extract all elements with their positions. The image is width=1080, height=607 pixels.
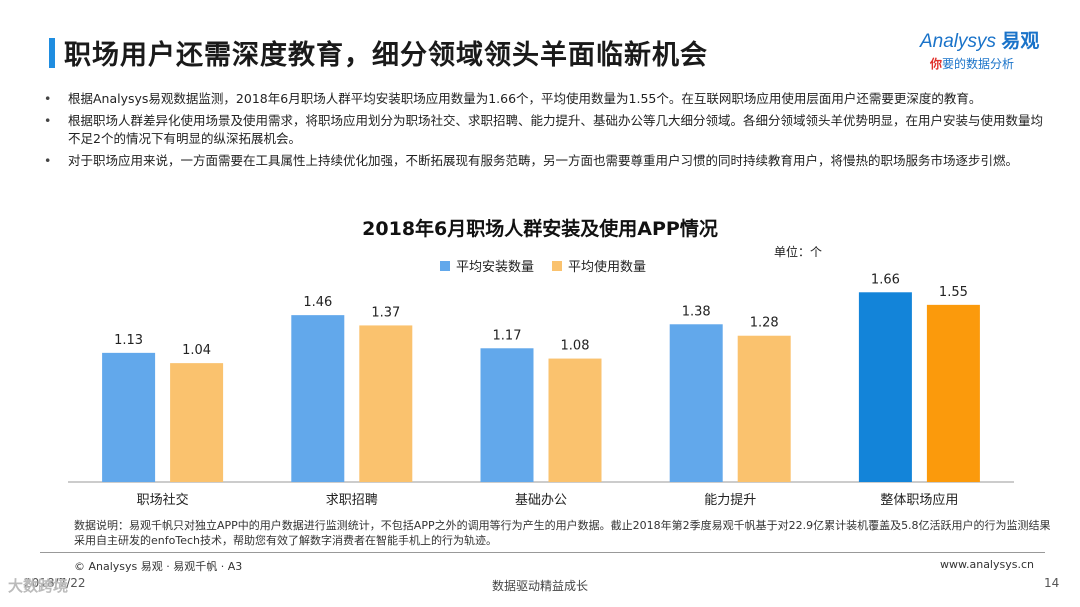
chart-legend: 平均安装数量 平均使用数量 [440,256,646,275]
logo-main-en: Analysys [920,31,997,52]
title-accent-bar [49,38,55,68]
legend-swatch-use [552,260,563,271]
x-tick-label-2: 基础办公 [515,493,567,508]
x-tick-label-1: 求职招聘 [326,493,378,508]
bullet-list: 根据Analysys易观数据监测，2018年6月职场人群平均安装职场应用数量为1… [42,90,1052,174]
data-label-install-2: 1.17 [493,328,522,343]
data-label-install-4: 1.66 [871,272,900,287]
bar-install-0 [102,352,156,482]
logo-main-cn: 易观 [1001,31,1040,52]
legend-swatch-install [440,260,450,271]
footer-divider [40,552,1045,553]
footer-date: 2018/7/22 [24,576,86,590]
legend-label-install: 平均安装数量 [456,260,535,275]
bar-use-4 [926,304,980,482]
bar-install-2 [480,348,534,482]
x-tick-label-0: 职场社交 [137,492,189,508]
legend-label-use: 平均使用数量 [568,260,647,275]
bullet-item: 根据职场人群差异化使用场景及使用需求，将职场应用划分为职场社交、求职招聘、能力提… [42,112,1052,148]
bar-install-3 [669,324,723,482]
legend-item-install: 平均安装数量 [440,256,534,275]
data-label-use-0: 1.04 [182,343,211,358]
footer-slogan: 数据驱动精益成长 [491,579,588,593]
data-note: 数据说明：易观千帆只对独立APP中的用户数据进行监测统计，不包括APP之外的调用… [74,519,1051,547]
chart-title: 2018年6月职场人群安装及使用APP情况 [362,218,718,240]
data-label-install-3: 1.38 [682,304,711,319]
bar-install-1 [291,315,345,482]
data-label-use-2: 1.08 [561,339,590,354]
data-label-use-4: 1.55 [939,285,968,300]
chart-unit: 单位：个 [774,245,823,259]
bar-use-1 [359,325,413,482]
logo-subtitle: 你要的数据分析 [920,55,1060,72]
footer-copyright: © Analysys 易观 · 易观千帆 · A3 [74,560,243,573]
footer-website: www.analysys.cn [940,558,1034,571]
data-label-use-3: 1.28 [750,316,779,331]
logo-main: Analysys 易观 [920,26,1060,53]
wechat-watermark: 大数跨境 [8,577,69,595]
data-label-install-1: 1.46 [303,295,332,310]
legend-item-use: 平均使用数量 [552,256,646,275]
logo-sub-first: 你 [930,57,943,71]
bar-install-4 [858,292,912,482]
data-label-install-0: 1.13 [114,333,143,348]
bar-use-2 [548,358,602,482]
bar-use-3 [737,335,791,482]
bar-use-0 [170,363,224,482]
data-label-use-1: 1.37 [371,305,400,320]
x-tick-label-4: 整体职场应用 [880,492,958,508]
page-number: 14 [1044,576,1060,590]
bullet-item: 对于职场应用来说，一方面需要在工具属性上持续优化加强，不断拓展现有服务范畴，另一… [42,152,1052,170]
bullet-item: 根据Analysys易观数据监测，2018年6月职场人群平均安装职场应用数量为1… [42,90,1052,108]
page-title: 职场用户还需深度教育，细分领域领头羊面临新机会 [64,40,708,71]
analysys-logo: Analysys 易观 你要的数据分析 [920,26,1060,72]
x-tick-label-3: 能力提升 [704,492,756,508]
logo-sub-rest: 要的数据分析 [942,57,1015,71]
